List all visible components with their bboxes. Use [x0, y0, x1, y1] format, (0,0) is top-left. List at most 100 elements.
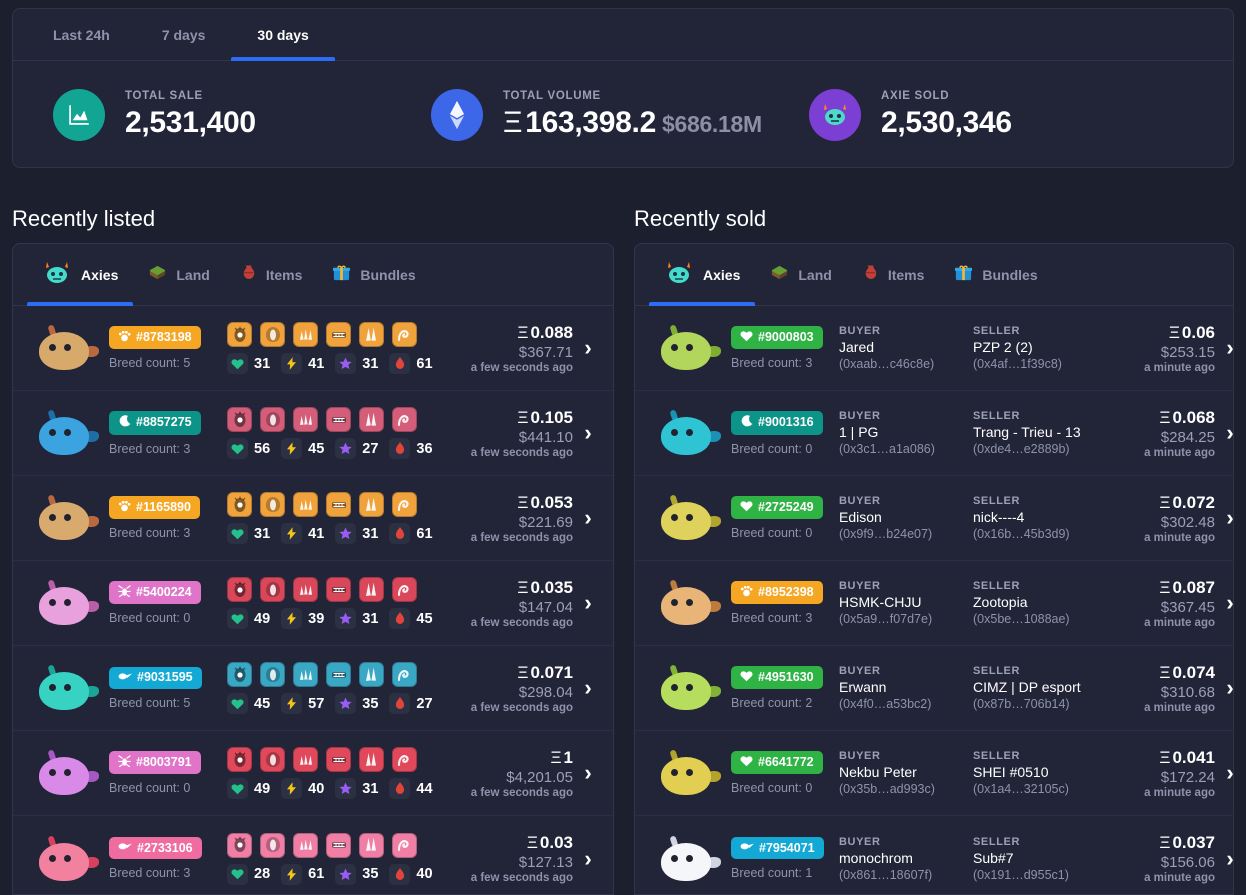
chevron-right-icon[interactable]: ›	[1226, 420, 1234, 445]
axie-id-badge[interactable]: #8003791	[109, 751, 201, 774]
breed-count: Breed count: 5	[109, 695, 191, 710]
axie-id-badge[interactable]: #2725249	[731, 496, 823, 519]
buyer-label: BUYER	[839, 580, 881, 592]
axie-id-badge[interactable]: #9001316	[731, 410, 823, 435]
buyer-info: BUYER 1 | PG (0x3c1…a1a086)	[839, 410, 973, 456]
sold-row[interactable]: #7954071 Breed count: 1 BUYER monochrom (0x8…	[635, 816, 1234, 894]
listed-row[interactable]: #9031595 Breed count: 5 45 57 35 27 Ξ 0.071 $298…	[13, 646, 613, 731]
axie-id-badge[interactable]: #9031595	[109, 666, 202, 689]
stat-chip: 49	[227, 608, 270, 629]
buyer-info: BUYER Edison (0x9f9…b24e07)	[839, 495, 973, 541]
axie-id-badge[interactable]: #8952398	[731, 581, 823, 604]
tab-sold-bundles[interactable]: Bundles	[939, 244, 1052, 306]
chevron-right-icon[interactable]: ›	[584, 505, 592, 530]
axie-thumbnail	[649, 575, 723, 631]
chevron-right-icon[interactable]: ›	[584, 845, 592, 871]
tab-sold-axies[interactable]: Axies	[649, 244, 756, 306]
axie-id-badge[interactable]: #2733106	[109, 837, 202, 859]
axie-id-badge[interactable]: #8857275	[109, 410, 201, 435]
axie-id-badge[interactable]: #7954071	[731, 837, 824, 859]
chevron-right-icon[interactable]: ›	[1226, 845, 1234, 871]
stat-value: 27	[362, 440, 379, 457]
sold-row[interactable]: #9000803 Breed count: 3 BUYER Jared (0xaab…c…	[635, 306, 1233, 391]
chevron-right-icon[interactable]: ›	[584, 335, 592, 360]
seller-address: (0x87b…706b14)	[973, 697, 1070, 711]
chevron-right-icon[interactable]: ›	[1226, 590, 1234, 615]
chevron-right-icon[interactable]: ›	[584, 675, 592, 700]
sold-row[interactable]: #4951630 Breed count: 2 BUYER Erwann (0x4f0……	[635, 646, 1233, 731]
range-tab-30-days[interactable]: 30 days	[231, 9, 336, 61]
chevron-right-icon[interactable]: ›	[584, 760, 592, 785]
horn-part-icon	[293, 662, 318, 687]
sold-row[interactable]: #8952398 Breed count: 3 BUYER HSMK-CHJU (0x5…	[635, 561, 1233, 646]
stat-chip: 35	[335, 863, 378, 885]
axie-stats: 56 45 27 36	[227, 438, 465, 459]
axie-id-badge[interactable]: #1165890	[109, 496, 200, 519]
back-part-icon	[359, 747, 384, 772]
back-part-icon	[359, 577, 384, 602]
breed-count: Breed count: 2	[731, 696, 813, 710]
buyer-name: 1 | PG	[839, 424, 879, 440]
listed-row[interactable]: #8857275 Breed count: 3 56 45 27 36 Ξ 0.105 $441…	[13, 391, 613, 476]
price-eth: Ξ 0.074	[1159, 663, 1215, 683]
bird-class-icon	[118, 671, 132, 685]
axie-id-text: #9000803	[758, 330, 814, 345]
axie-id-badge[interactable]: #5400224	[109, 581, 201, 604]
seller-label: SELLER	[973, 750, 1020, 762]
range-tab-last-24h[interactable]: Last 24h	[53, 26, 110, 43]
seller-address: (0x4af…1f39c8)	[973, 357, 1062, 371]
stat-chip: 40	[281, 778, 324, 799]
stat-chip: 45	[389, 608, 433, 629]
chevron-right-icon[interactable]: ›	[1226, 760, 1234, 785]
timestamp: a minute ago	[1144, 872, 1215, 884]
parts-and-stats: 31 41 31 61	[217, 322, 465, 374]
axie-thumbnail	[27, 745, 101, 801]
axie-identity: #8783198 Breed count: 5	[109, 326, 217, 370]
tab-listed-bundles[interactable]: Bundles	[317, 244, 430, 306]
chevron-right-icon[interactable]: ›	[584, 420, 592, 445]
eth-symbol-icon: Ξ	[517, 322, 529, 342]
price-eth: Ξ 0.105	[517, 408, 573, 428]
range-tab-7-days[interactable]: 7 days	[161, 26, 206, 43]
sold-row[interactable]: #2725249 Breed count: 0 BUYER Edison (0x9f9……	[635, 476, 1233, 561]
tab-sold-land[interactable]: Land	[755, 244, 846, 306]
axie-id-badge[interactable]: #8783198	[109, 326, 201, 349]
chevron-right-icon[interactable]: ›	[584, 590, 592, 615]
axie-id-badge[interactable]: #6641772	[731, 751, 823, 774]
buyer-info: BUYER HSMK-CHJU (0x5a9…f07d7e)	[839, 580, 973, 626]
axie-identity: #8003791 Breed count: 0	[109, 751, 217, 795]
tab-listed-land[interactable]: Land	[133, 244, 224, 306]
axie-id-badge[interactable]: #9000803	[731, 326, 823, 349]
chevron-right-icon[interactable]: ›	[1226, 675, 1234, 700]
tab-listed-items[interactable]: Items	[225, 244, 318, 306]
seller-name: CIMZ | DP esport	[973, 679, 1081, 695]
listed-row[interactable]: #8783198 Breed count: 5 31 41 31 61 Ξ 0.088 $367…	[13, 306, 613, 391]
chevron-right-icon[interactable]: ›	[1226, 505, 1234, 530]
sold-row[interactable]: #6641772 Breed count: 0 BUYER Nekbu Peter (0…	[635, 731, 1233, 816]
axie-identity: #9000803 Breed count: 3	[731, 326, 839, 370]
tab-sold-items[interactable]: Items	[847, 244, 940, 306]
axie-id-text: #2725249	[758, 500, 814, 515]
axie-id-badge[interactable]: #4951630	[731, 666, 823, 689]
listed-row[interactable]: #8003791 Breed count: 0 49 40 31 44 Ξ 1 $4,201.0…	[13, 731, 613, 816]
seller-info: SELLER Zootopia (0x5be…1088ae)	[973, 580, 1107, 626]
buyer-name: Erwann	[839, 679, 887, 695]
sold-rows: #9000803 Breed count: 3 BUYER Jared (0xaab…c…	[635, 306, 1234, 894]
stat-chip: 41	[281, 523, 324, 544]
price-block: Ξ 0.087 $367.45 a minute ago	[1107, 578, 1217, 629]
listed-row[interactable]: #2733106 Breed count: 3 28 61 35 40 Ξ 0.03 $127.…	[13, 816, 613, 894]
price-eth: Ξ 0.072	[1159, 493, 1215, 513]
morale-icon	[389, 778, 411, 799]
timestamp: a few seconds ago	[470, 616, 573, 629]
tail-part-icon	[392, 322, 417, 347]
tab-listed-axies[interactable]: Axies	[27, 244, 134, 306]
ears-part-icon	[260, 322, 285, 347]
sold-row[interactable]: #9001316 Breed count: 0 BUYER 1 | PG (0x3c1……	[635, 391, 1233, 476]
listed-row[interactable]: #1165890 Breed count: 3 31 41 31 61 Ξ 0.053 $221…	[13, 476, 613, 561]
listed-row[interactable]: #5400224 Breed count: 0 49 39 31 45 Ξ 0.035 $147…	[13, 561, 613, 646]
stat-number: 2,531,400	[125, 105, 256, 139]
speed-icon	[281, 693, 303, 714]
axie-identity: #2733106 Breed count: 3	[109, 837, 217, 880]
chevron-right-icon[interactable]: ›	[1226, 335, 1234, 360]
stat-chip: 27	[335, 438, 378, 459]
